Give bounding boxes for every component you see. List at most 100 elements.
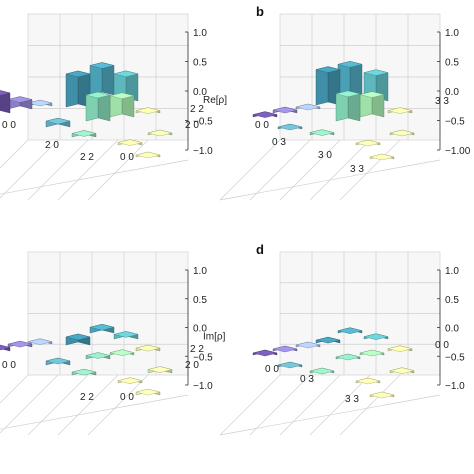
bar — [71, 130, 97, 138]
floor-tick-label: 0 0 — [435, 340, 449, 351]
z-tick-label: 0.5 — [193, 295, 207, 306]
bar — [252, 349, 278, 357]
bars — [252, 327, 415, 399]
bar-top-face — [117, 377, 143, 384]
bar — [113, 70, 139, 102]
bar — [7, 96, 33, 110]
floor-line — [57, 139, 119, 201]
bar-top-face — [7, 96, 33, 103]
bar-top-face — [109, 349, 135, 356]
z-tick-label: 1.0 — [193, 266, 207, 277]
bar-top-face — [135, 344, 161, 352]
bars — [0, 62, 173, 159]
bar-top-face — [337, 327, 363, 334]
floor-line — [219, 374, 281, 436]
panel-grid — [219, 251, 441, 436]
floor-tick-label: 2 2 — [190, 344, 204, 355]
bar — [135, 344, 161, 352]
bar-top-face — [295, 103, 321, 111]
bar-top-face — [71, 130, 97, 137]
bar-left-face — [315, 66, 329, 106]
bar-top-face — [355, 139, 381, 147]
bar — [252, 111, 278, 118]
bar-top-face — [335, 353, 361, 361]
z-axis: 1.0 0.5 0.0 −0.5 −1.0 Im[ρ] — [185, 266, 226, 392]
bar-top-face — [277, 361, 303, 369]
floor-tick-labels: 2 2 2 0 0 0 2 0 2 2 0 0 — [2, 104, 204, 163]
floor-line — [0, 374, 59, 434]
z-tick-label: 0.5 — [445, 295, 459, 306]
bar-top-face — [71, 368, 97, 376]
floor-tick-label: 2 0 — [185, 120, 199, 131]
bar — [387, 345, 413, 352]
panel-d: 1.0 0.5 0.0 −0.5 −1.0 0 0 0 0 0 3 3 3 d — [219, 242, 465, 436]
bar — [0, 90, 11, 114]
bar — [85, 91, 111, 122]
z-tick-label: 1.0 — [193, 28, 207, 39]
floor-line — [219, 139, 281, 201]
bar — [387, 107, 413, 114]
z-tick-label: −1.0 — [193, 146, 213, 157]
bar-top-face — [309, 367, 335, 375]
bar — [295, 341, 321, 349]
z-tick-label: −0.5 — [193, 117, 213, 128]
bar-top-face — [359, 349, 385, 357]
bar — [363, 333, 389, 340]
bar-top-face — [0, 344, 11, 351]
floor-tick-label: 2 2 — [80, 392, 94, 403]
floor-edge — [0, 159, 189, 195]
bar — [7, 340, 33, 348]
bar-top-face — [45, 117, 71, 125]
z-tick-label: 1.0 — [445, 266, 459, 277]
floor-tick-label: 3 3 — [350, 164, 364, 175]
bar-top-face — [7, 340, 33, 348]
bar-top-face — [147, 129, 173, 137]
z-tick-label: −1.0 — [445, 381, 465, 392]
panel-b: 1.0 0.5 0.0 −0.5 −1.00 3 3 0 00 3 3 0 3 3 b — [219, 4, 471, 201]
floor-tick-label: 0 0 — [120, 152, 134, 163]
bar — [389, 367, 415, 374]
floor-line — [0, 139, 29, 169]
floor-tick-label: 3 0 — [318, 150, 332, 161]
floor-edge — [0, 394, 189, 430]
z-axis-label: Im[ρ] — [203, 332, 226, 343]
bar-top-face — [277, 123, 303, 131]
bar-top-face — [252, 349, 278, 357]
floor-tick-label: 3 3 — [435, 96, 449, 107]
z-tick-label: 1.0 — [445, 28, 459, 39]
panel-letter: b — [256, 4, 264, 19]
z-tick-label: 0.5 — [193, 58, 207, 69]
panel-grid — [219, 13, 441, 201]
floor-edge — [219, 394, 441, 436]
bar-top-face — [117, 139, 143, 146]
bar-top-face — [0, 90, 11, 96]
bar-top-face — [272, 345, 298, 353]
floor-tick-label: 0 0 — [120, 392, 134, 403]
bar — [309, 129, 335, 136]
bars — [252, 61, 415, 161]
floor-tick-labels: 3 3 0 00 3 3 0 3 3 — [255, 96, 449, 175]
bar — [109, 92, 135, 118]
floor-line — [309, 139, 371, 201]
z-axis-label: Re[ρ] — [203, 95, 227, 106]
bar — [71, 368, 97, 376]
bar-top-face — [369, 391, 395, 399]
bar — [355, 377, 381, 385]
bar — [109, 349, 135, 356]
bars — [0, 323, 173, 396]
bar — [147, 129, 173, 137]
bar — [45, 357, 71, 366]
bar-top-face — [89, 324, 115, 331]
bar — [272, 106, 298, 114]
bar — [277, 123, 303, 131]
bar-top-face — [45, 357, 71, 365]
bar-top-face — [89, 62, 115, 69]
floor-tick-label: 0 3 — [300, 374, 314, 385]
bar-top-face — [315, 336, 341, 344]
bar-top-face — [135, 107, 161, 114]
bar — [335, 353, 361, 361]
bar-top-face — [355, 377, 381, 385]
bar-top-face — [363, 69, 389, 76]
bar — [117, 377, 143, 384]
